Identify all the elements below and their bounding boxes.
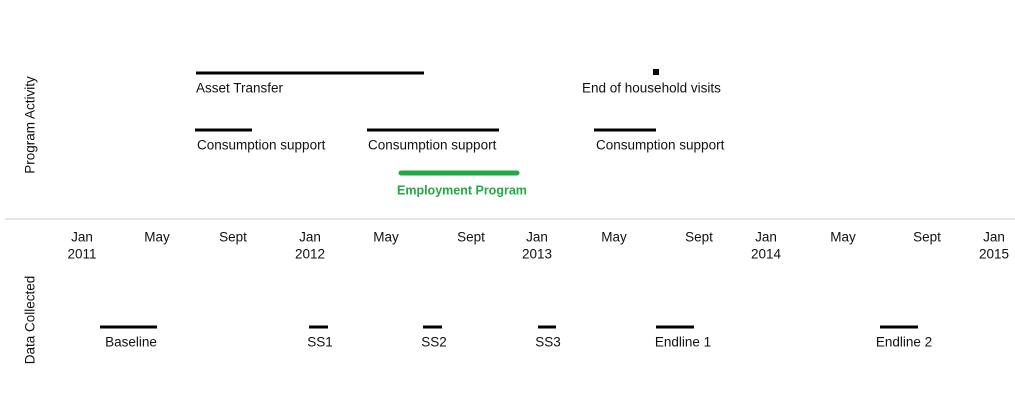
tick-month: Jan [299,230,321,245]
collection-label: SS2 [421,335,447,350]
activity-marker [653,69,659,75]
activity-label: Consumption support [596,138,725,153]
tick-month: May [373,230,399,245]
tick-month: Jan [755,230,777,245]
tick-year: 2012 [295,247,325,262]
collection-label: Endline 2 [876,335,932,350]
activity-label: Consumption support [368,138,497,153]
tick-month: Sept [219,230,247,245]
collection-label: Endline 1 [655,335,711,350]
tick-year: 2011 [67,247,96,262]
collection-label: SS3 [535,335,561,350]
tick-month: Jan [71,230,93,245]
collection-label: Baseline [105,335,157,350]
activity-label: Asset Transfer [196,81,284,96]
tick-month: Jan [983,230,1005,245]
activity-label: Consumption support [197,138,326,153]
axis-label: Data Collected [23,276,38,365]
tick-year: 2015 [979,247,1009,262]
activity-label: End of household visits [582,81,721,96]
tick-month: Sept [685,230,713,245]
tick-month: May [144,230,170,245]
tick-month: May [830,230,856,245]
tick-year: 2014 [751,247,782,262]
ticks: Jan 2011 May Sept Jan 2012 May Sept Jan 2013 May Se… [67,230,1009,262]
collection-label: SS1 [307,335,333,350]
axis-label: Program Activity [23,76,38,174]
tick-month: Sept [457,230,485,245]
tick-month: Sept [913,230,941,245]
activity-label: Employment Program [397,183,527,197]
tick-year: 2013 [522,247,552,262]
tick-month: Jan [526,230,548,245]
tick-month: May [601,230,627,245]
